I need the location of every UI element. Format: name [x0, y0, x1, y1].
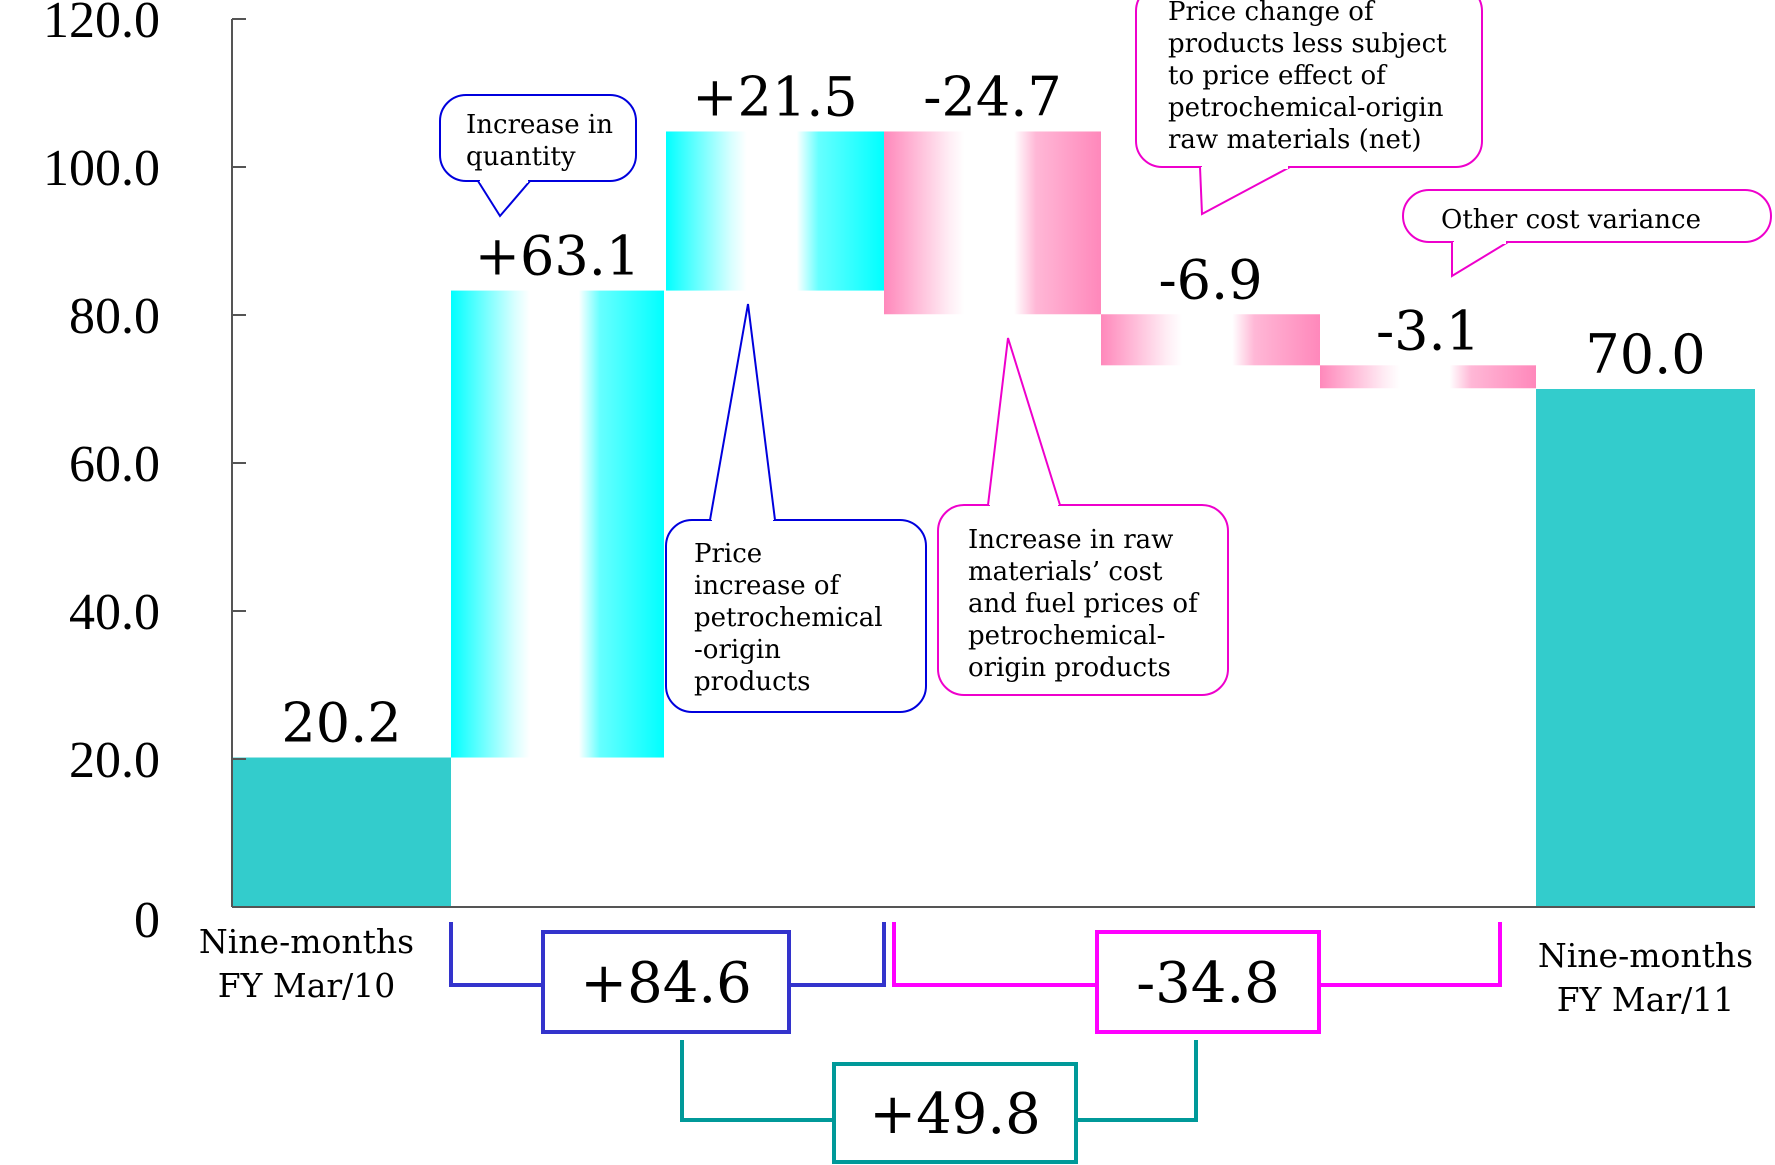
y-tick-label-3: 60.0 — [69, 436, 160, 493]
callout-text-1-line-2: quantity — [466, 142, 576, 172]
callout-5: Other cost variance — [1402, 189, 1772, 278]
bar-2 — [451, 290, 664, 758]
bar-7 — [1536, 389, 1755, 907]
callout-pointer-4 — [1199, 166, 1291, 216]
bars-layer: 20.2 Nine-months FY Mar/10 +63.1 +21.5 -24.7 -… — [199, 65, 1755, 1019]
callout-text-2-line-4: -origin — [694, 635, 781, 665]
summary-bracket-line-3 — [680, 1040, 1198, 1122]
summary-box-2 — [1095, 930, 1321, 1034]
summary-bracket-3: +49.8 — [680, 1040, 1198, 1164]
bar-6 — [1320, 365, 1536, 389]
category-label-1-line-2: FY Mar/10 — [218, 966, 396, 1005]
summary-value-3: +49.8 — [869, 1082, 1041, 1147]
category-label-1-line-1: Nine-months — [199, 922, 414, 961]
callout-text-4-line-3: to price effect of — [1168, 61, 1388, 91]
callout-text-4-line-5: raw materials (net) — [1168, 125, 1421, 155]
y-tick-label-4: 80.0 — [69, 288, 160, 345]
summary-value-2: -34.8 — [1136, 951, 1280, 1016]
value-label-5: -6.9 — [1158, 248, 1262, 311]
callout-text-3-line-5: origin products — [968, 653, 1171, 683]
callout-text-3-line-2: materials’ cost — [968, 557, 1163, 587]
y-tick-label-0: 0 — [134, 892, 160, 949]
callout-pointer-5 — [1451, 241, 1509, 278]
bar-4 — [884, 131, 1101, 315]
summary-bracket-2: -34.8 — [892, 922, 1502, 1034]
summary-value-1: +84.6 — [580, 951, 752, 1016]
callout-text-2-line-5: products — [694, 667, 810, 697]
callout-text-5-line-1: Other cost variance — [1441, 205, 1701, 235]
callout-text-4-line-4: petrochemical-origin — [1168, 93, 1444, 123]
callout-text-4-line-2: products less subject — [1168, 29, 1447, 59]
callout-text-3-line-1: Increase in raw — [968, 525, 1173, 555]
summary-bracket-line-2 — [892, 922, 1502, 987]
callout-box-4 — [1135, 0, 1483, 168]
y-tick-label-2: 40.0 — [69, 584, 160, 641]
y-tick-label-5: 100.0 — [43, 140, 160, 197]
callout-box-5 — [1402, 189, 1772, 243]
value-label-6: -3.1 — [1376, 299, 1480, 362]
callout-box-1 — [439, 94, 637, 182]
value-label-7: 70.0 — [1585, 323, 1705, 386]
y-tick-label-6: 120.0 — [43, 0, 160, 49]
bar-1 — [232, 757, 451, 907]
callout-pointer-1 — [477, 180, 531, 218]
category-label-7-line-1: Nine-months — [1538, 936, 1753, 975]
summary-box-3 — [832, 1062, 1078, 1164]
callout-text-2-line-3: petrochemical — [694, 603, 883, 633]
callout-text-2-line-1: Price — [694, 539, 762, 569]
value-label-3: +21.5 — [692, 65, 857, 128]
callout-box-2 — [665, 519, 927, 713]
value-label-1: 20.2 — [281, 692, 401, 755]
callout-text-4-line-1: Price change of — [1168, 0, 1376, 27]
callout-pointer-3 — [987, 337, 1061, 506]
summaries-layer: +84.6 -34.8 +49.8 — [449, 922, 1502, 1164]
callout-box-3 — [937, 504, 1229, 696]
callout-text-1-line-1: Increase in — [466, 110, 613, 140]
bar-5 — [1101, 314, 1320, 366]
bar-3 — [666, 131, 884, 291]
y-tick-label-1: 20.0 — [69, 732, 160, 789]
summary-bracket-line-1 — [449, 922, 886, 987]
callout-text-3-line-4: petrochemical- — [968, 621, 1165, 651]
summary-bracket-1: +84.6 — [449, 922, 886, 1034]
callout-text-2-line-2: increase of — [694, 571, 842, 601]
value-label-4: -24.7 — [923, 65, 1061, 128]
axis-layer: 0 20.0 40.0 60.0 80.0 100.0 120.0 — [43, 0, 1755, 949]
summary-box-1 — [541, 930, 791, 1034]
callout-text-3-line-3: and fuel prices of — [968, 589, 1200, 619]
value-label-2: +63.1 — [475, 225, 640, 288]
category-label-7-line-2: FY Mar/11 — [1557, 980, 1735, 1019]
callout-pointer-2 — [709, 303, 776, 521]
